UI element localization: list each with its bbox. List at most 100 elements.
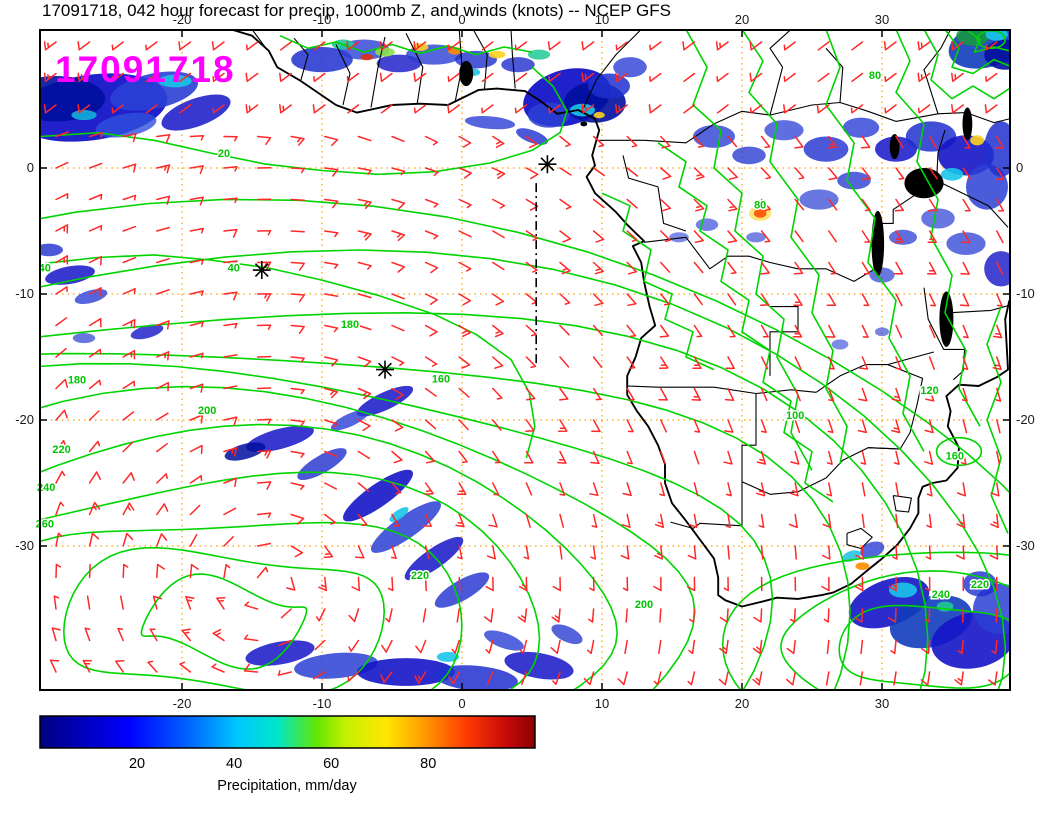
precip-cell bbox=[985, 30, 1008, 41]
colorbar: 20 40 60 80 Precipitation, mm/day bbox=[39, 715, 536, 794]
colorbar-tick-label: 80 bbox=[420, 756, 436, 772]
precip-cell bbox=[746, 232, 766, 243]
contour-value-label: 160 bbox=[946, 450, 964, 462]
lake bbox=[889, 133, 900, 160]
contour-value-label: 20 bbox=[218, 148, 230, 160]
country-border bbox=[892, 495, 912, 513]
country-border bbox=[769, 30, 792, 116]
chart-title: 17091718, 042 hour forecast for precip, … bbox=[42, 1, 671, 20]
x-axis-tick-label: 20 bbox=[735, 12, 749, 27]
height-contour bbox=[780, 570, 1010, 690]
precip-cell bbox=[161, 94, 231, 131]
height-contour bbox=[40, 471, 541, 690]
country-border bbox=[815, 364, 924, 450]
precip-cell bbox=[799, 189, 839, 210]
precip-cell bbox=[130, 324, 164, 340]
precip-cell bbox=[360, 53, 374, 61]
x-axis-tick-label: 30 bbox=[875, 696, 889, 711]
y-axis-tick-label: -10 bbox=[15, 286, 34, 301]
contour-value-label: 180 bbox=[68, 375, 86, 387]
precip-cell bbox=[436, 651, 460, 662]
precip-cell bbox=[837, 171, 871, 190]
precip-cell bbox=[732, 146, 766, 165]
lake bbox=[962, 107, 973, 141]
precip-cell bbox=[40, 243, 63, 257]
x-axis-tick-label: -20 bbox=[173, 696, 192, 711]
height-contour bbox=[944, 30, 1010, 75]
precip-cell bbox=[40, 76, 105, 122]
country-border bbox=[946, 304, 1010, 314]
country-border bbox=[335, 44, 351, 106]
precip-cell bbox=[973, 583, 1010, 635]
precip-cell bbox=[984, 251, 1010, 287]
height-contour bbox=[825, 30, 925, 452]
height-contour bbox=[838, 604, 1010, 689]
precip-cell bbox=[984, 39, 1010, 70]
lake bbox=[939, 291, 954, 347]
height-contour bbox=[986, 306, 1009, 534]
height-contour-layer bbox=[40, 30, 1010, 690]
contour-value-label: 200 bbox=[198, 405, 216, 417]
precip-cell bbox=[970, 135, 985, 146]
x-axis-tick-label: 20 bbox=[735, 696, 749, 711]
country-border bbox=[670, 393, 757, 529]
precip-cell bbox=[753, 208, 767, 218]
y-axis-tick-label: -20 bbox=[1016, 412, 1035, 427]
country-border bbox=[923, 30, 951, 114]
height-contour bbox=[40, 423, 618, 690]
precip-cell bbox=[921, 208, 955, 229]
precip-cell bbox=[593, 111, 605, 119]
contour-value-label: 220 bbox=[971, 579, 989, 591]
precip-cell bbox=[357, 658, 455, 686]
precip-cell bbox=[946, 232, 986, 255]
contour-value-label: 220 bbox=[52, 444, 70, 456]
country-border bbox=[741, 447, 901, 495]
x-axis-tick-label: -20 bbox=[173, 12, 192, 27]
height-contour bbox=[601, 192, 715, 371]
precip-cell bbox=[370, 501, 442, 553]
height-contour bbox=[935, 436, 983, 467]
contour-value-label: 180 bbox=[341, 319, 359, 331]
coastline-borders-layer bbox=[230, 30, 1010, 608]
height-contour bbox=[685, 30, 813, 471]
country-border bbox=[405, 32, 424, 104]
height-contour bbox=[140, 573, 308, 670]
precip-cell bbox=[831, 339, 849, 350]
precip-cell bbox=[875, 327, 889, 337]
precip-cell bbox=[613, 57, 647, 78]
contour-value-label: 200 bbox=[635, 599, 653, 611]
precip-cell bbox=[516, 128, 548, 145]
precip-cell bbox=[551, 624, 583, 645]
contour-value-label: 260 bbox=[36, 518, 54, 530]
colorbar-tick-label: 20 bbox=[129, 756, 145, 772]
country-border bbox=[825, 47, 844, 103]
contour-value-label: 160 bbox=[432, 373, 450, 385]
wind-barbs bbox=[43, 41, 1005, 686]
colorbar-label: Precipitation, mm/day bbox=[217, 778, 357, 794]
precip-cell bbox=[71, 110, 97, 121]
lake bbox=[871, 210, 885, 277]
lake bbox=[580, 121, 588, 127]
precip-cell bbox=[963, 571, 997, 597]
x-axis-tick-label: 0 bbox=[458, 696, 465, 711]
precip-cell bbox=[984, 121, 1010, 177]
colorbar-ticks: 20 40 60 80 bbox=[129, 756, 436, 772]
height-contour bbox=[40, 249, 1007, 690]
y-axis-tick-label: -30 bbox=[15, 538, 34, 553]
country-border bbox=[583, 30, 642, 108]
precip-cell bbox=[860, 541, 885, 559]
x-axis-tick-label: 0 bbox=[458, 12, 465, 27]
precip-cell bbox=[488, 50, 506, 59]
height-contour bbox=[721, 551, 1010, 690]
x-axis-tick-label: 10 bbox=[595, 12, 609, 27]
country-border bbox=[472, 30, 488, 90]
plot-border bbox=[39, 29, 1011, 691]
precip-cell bbox=[45, 265, 95, 285]
asterisk-marker bbox=[254, 263, 269, 277]
contour-value-label: 40 bbox=[228, 263, 240, 275]
precip-cell bbox=[74, 289, 108, 304]
height-contour bbox=[965, 30, 1010, 53]
colorbar-tick-label: 40 bbox=[226, 756, 242, 772]
country-border bbox=[627, 385, 817, 395]
